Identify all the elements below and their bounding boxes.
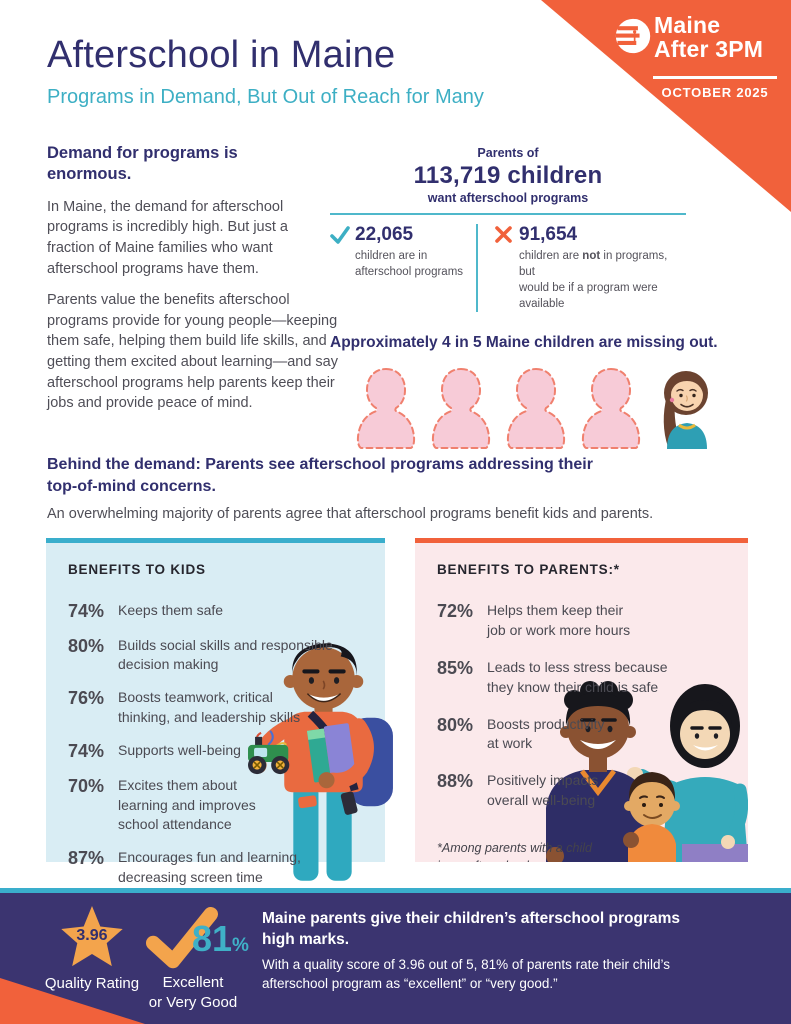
benefit-label: Helps them keep their job or work more h… xyxy=(487,602,631,638)
benefit-pct: 87% xyxy=(68,848,105,869)
benefit-row: 76% Boosts teamwork, critical thinking, … xyxy=(68,688,385,728)
boy-illustration xyxy=(248,643,393,881)
demand-section: Demand for programs is enormous. In Main… xyxy=(47,143,339,414)
benefit-label: Positively impacts overall well-being xyxy=(487,772,599,809)
logo-wordmark: Maine After 3PM xyxy=(654,12,764,62)
logo: Maine After 3PM xyxy=(615,12,764,62)
benefit-pct: 85% xyxy=(437,657,474,678)
benefits-parents-panel: BENEFITS TO PARENTS:* 72% Helps them kee… xyxy=(415,538,748,862)
benefit-pct: 88% xyxy=(437,771,474,792)
benefit-pct: 74% xyxy=(68,741,105,762)
benefit-label: Supports well-being xyxy=(118,742,241,759)
stat-in-programs: 22,065 children are in afterschool progr… xyxy=(330,224,476,312)
quality-label: Quality Rating xyxy=(44,975,140,992)
missing-out-heading: Approximately 4 in 5 Maine children are … xyxy=(330,334,718,352)
rating-percentage: 81% xyxy=(192,918,249,959)
stat-intro-top: Parents of xyxy=(477,146,539,160)
footer-text: Maine parents give their children’s afte… xyxy=(262,909,762,994)
benefit-pct: 72% xyxy=(437,601,474,621)
clock-logo-icon xyxy=(615,18,651,54)
benefit-label: Encourages fun and learning, decreasing … xyxy=(118,849,301,886)
page-subtitle: Programs in Demand, But Out of Reach for… xyxy=(47,86,484,108)
quality-score: 3.96 xyxy=(76,927,107,944)
benefit-pct: 70% xyxy=(68,775,105,796)
family-illustration xyxy=(546,681,748,862)
missing-out-figures xyxy=(355,365,748,450)
benefit-row: 80% Builds social skills and responsible… xyxy=(68,636,385,676)
behind-body: An overwhelming majority of parents agre… xyxy=(47,505,654,522)
benefit-pct: 74% xyxy=(68,601,105,621)
benefit-label: Boosts teamwork, critical thinking, and … xyxy=(118,689,301,726)
child-silhouette-icon xyxy=(431,368,491,450)
benefit-label: Keeps them safe xyxy=(118,602,224,618)
benefit-pct: 76% xyxy=(68,688,105,709)
behind-section: Behind the demand: Parents see afterscho… xyxy=(47,454,747,522)
check-icon xyxy=(146,907,218,969)
benefits-kids-panel: BENEFITS TO KIDS 74% Keeps them safe 80%… xyxy=(46,538,393,885)
benefit-row: 88% Positively impacts overall well-bein… xyxy=(437,771,748,811)
benefits-kids-title: BENEFITS TO KIDS xyxy=(68,562,206,577)
benefit-row: 72% Helps them keep their job or work mo… xyxy=(437,601,748,641)
logo-divider xyxy=(653,76,777,79)
stat-intro-bottom: want afterschool programs xyxy=(427,191,589,205)
rating-check xyxy=(146,907,218,969)
girl-illustration xyxy=(663,371,708,450)
stats-split: 22,065 children are in afterschool progr… xyxy=(330,213,686,313)
demand-heading: Demand for programs is enormous. xyxy=(47,144,238,184)
robot-toy-icon xyxy=(248,730,290,775)
child-silhouette-icon xyxy=(356,368,416,450)
footer-body: With a quality score of 3.96 out of 5, 8… xyxy=(262,956,670,991)
benefit-label: Excites them about learning and improves… xyxy=(118,776,256,833)
stat-not-in-programs: 91,654 children are not in programs, but… xyxy=(476,224,686,313)
stat-not-in-programs-value: 91,654 xyxy=(519,224,578,245)
benefit-label: Boosts productivity at work xyxy=(487,715,605,752)
behind-heading: Behind the demand: Parents see afterscho… xyxy=(47,456,593,496)
benefit-row: 74% Keeps them safe xyxy=(68,601,385,623)
star-icon: 3.96 xyxy=(61,906,123,967)
child-silhouette-icon xyxy=(581,368,641,450)
stat-in-programs-caption: children are in afterschool programs xyxy=(355,250,464,279)
stat-big-number: 113,719 children xyxy=(413,162,603,189)
benefit-label: Leads to less stress because they know t… xyxy=(487,658,668,695)
footer-accent-bar xyxy=(0,888,791,893)
benefit-row: 80% Boosts productivity at work xyxy=(437,715,748,755)
benefit-row: 85% Leads to less stress because they kn… xyxy=(437,658,748,698)
page-title: Afterschool in Maine xyxy=(47,34,396,76)
benefit-pct: 80% xyxy=(437,714,474,735)
benefit-row: 87% Encourages fun and learning, decreas… xyxy=(68,848,385,888)
parents-footnote: *Among parents with a child in an afters… xyxy=(437,841,592,862)
issue-date: OCTOBER 2025 xyxy=(661,85,769,100)
child-silhouette-icon xyxy=(506,368,566,450)
demand-stats: Parents of 113,719 children want aftersc… xyxy=(330,146,748,450)
demand-paragraph-1: In Maine, the demand for afterschool pro… xyxy=(47,198,288,277)
stat-not-in-programs-caption: children are not in programs, but would … xyxy=(519,250,668,311)
footer-headline: Maine parents give their children’s afte… xyxy=(262,910,681,948)
check-icon xyxy=(330,226,350,244)
stat-in-programs-value: 22,065 xyxy=(355,224,414,245)
rating-label: Excellent or Very Good xyxy=(148,974,238,1011)
quality-star: 3.96 xyxy=(60,906,124,968)
footer: 3.96 Quality Rating 81% Excellent or Ver… xyxy=(0,893,791,1024)
benefit-row: 74% Supports well-being xyxy=(68,741,385,763)
benefit-pct: 80% xyxy=(68,635,105,656)
demand-paragraph-2: Parents value the benefits afterschool p… xyxy=(47,292,338,412)
benefit-row: 70% Excites them about learning and impr… xyxy=(68,776,385,836)
x-icon xyxy=(495,226,512,243)
benefits-parents-title: BENEFITS TO PARENTS:* xyxy=(437,562,620,577)
benefit-label: Builds social skills and responsible dec… xyxy=(118,636,333,673)
